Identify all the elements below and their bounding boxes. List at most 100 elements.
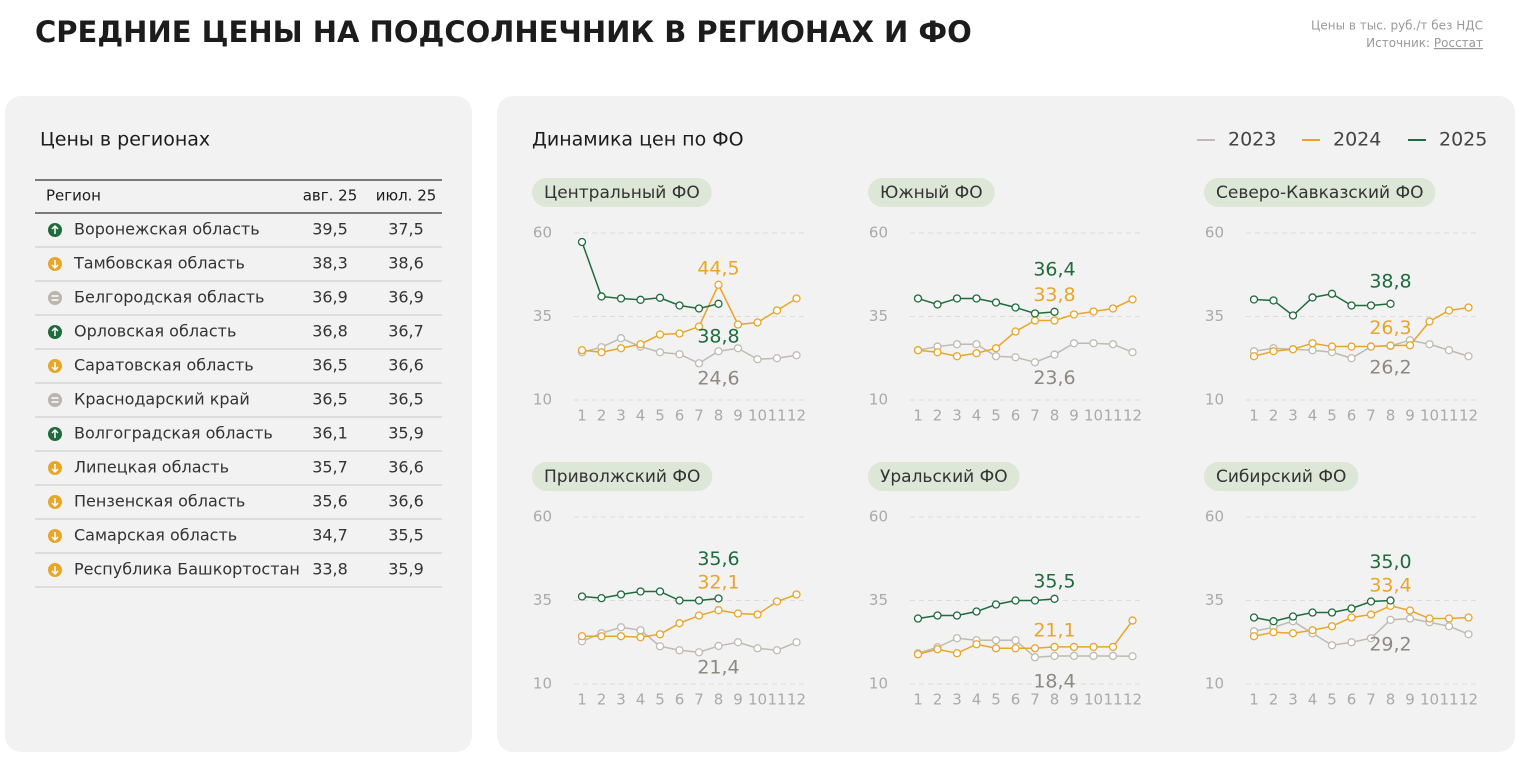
table-cell: 36,5 [312,356,348,375]
trend-arrow [51,428,59,438]
trend-arrow [51,260,59,270]
point [1011,327,1020,336]
point [577,592,587,601]
point [675,646,684,655]
x-tick-label: 10 [1084,407,1103,425]
table-panel [5,96,472,752]
y-tick-label: 35 [1205,591,1224,609]
x-tick-label: 1 [577,691,587,709]
point [597,292,606,301]
point [952,634,962,643]
x-tick-label: 6 [1347,407,1357,425]
x-tick-label: 8 [1050,407,1060,425]
point [694,322,704,331]
point [636,626,645,635]
x-tick-label: 12 [1459,407,1478,425]
point [1288,311,1298,320]
trend-arrow [51,362,59,372]
value-label: 36,4 [1033,258,1075,280]
point [1108,340,1118,349]
point [991,636,1001,645]
value-label: 35,5 [1033,570,1075,592]
point [1069,642,1079,652]
point [1425,317,1434,326]
chart-title: Сибирский ФО [1216,467,1346,487]
point [675,350,684,359]
chart-title: Центральный ФО [544,183,700,203]
x-tick-label: 6 [1011,407,1021,425]
trend-icon [48,393,62,407]
x-tick-label: 10 [748,407,767,425]
table-cell: Саратовская область [74,356,254,375]
point [1288,612,1298,621]
point [1089,339,1098,348]
point [714,606,723,615]
y-tick-label: 35 [533,307,552,325]
point [733,344,743,353]
trend-flat [51,295,59,301]
chart-title: Уральский ФО [880,467,1008,487]
value-label: 21,1 [1033,619,1075,641]
x-tick-label: 3 [616,691,626,709]
x-tick-label: 1 [1249,407,1259,425]
point [655,587,665,596]
point [1128,295,1137,304]
x-tick-label: 2 [933,691,943,709]
y-tick-label: 60 [869,224,888,242]
source: Источник: Росстат [1366,36,1483,50]
x-tick-label: 11 [1103,407,1122,425]
point [1288,345,1298,354]
x-tick-label: 11 [767,407,786,425]
source-link[interactable]: Росстат [1434,36,1483,50]
point [1089,642,1098,652]
point [597,632,606,641]
x-tick-label: 3 [1288,691,1298,709]
table-cell: 35,9 [388,560,424,579]
point [1366,610,1376,619]
table-cell: 35,7 [312,458,348,477]
point [714,347,723,356]
x-tick-label: 4 [636,691,646,709]
point [655,330,665,339]
point [1011,644,1020,653]
x-tick-label: 8 [1386,407,1396,425]
value-label: 26,2 [1369,356,1411,378]
units-note: Цены в тыс. руб./т без НДС [1311,19,1483,33]
point [655,642,665,651]
legend-label: 2023 [1228,129,1276,151]
y-tick-label: 60 [533,224,552,242]
point [1327,641,1337,650]
y-tick-label: 10 [1205,391,1224,409]
point [972,607,981,616]
point [972,349,981,358]
point [1347,301,1356,310]
x-tick-label: 12 [787,691,806,709]
chart-title: Южный ФО [880,183,983,203]
chart-title-pill [1204,178,1436,207]
trend-arrow [51,464,59,474]
point [694,648,704,657]
x-tick-label: 2 [597,407,607,425]
point [1030,596,1040,605]
point [655,630,665,639]
point [714,594,723,603]
table-title: Цены в регионах [40,129,210,151]
chart-title: Северо-Кавказский ФО [1216,183,1424,203]
value-label: 29,2 [1369,633,1411,655]
chart-title-pill [1204,462,1359,491]
x-tick-label: 6 [675,691,685,709]
y-tick-label: 35 [869,591,888,609]
x-tick-label: 10 [1084,691,1103,709]
point [1030,644,1040,653]
table-cell: Белгородская область [74,288,264,307]
point [933,300,942,309]
x-tick-label: 2 [1269,691,1279,709]
x-tick-label: 5 [1327,691,1337,709]
point [952,340,962,349]
table-cell: Тамбовская область [73,254,245,273]
chart-title-pill [532,462,713,491]
x-tick-label: 11 [1103,691,1122,709]
x-tick-label: 8 [714,407,724,425]
point [1405,341,1415,350]
